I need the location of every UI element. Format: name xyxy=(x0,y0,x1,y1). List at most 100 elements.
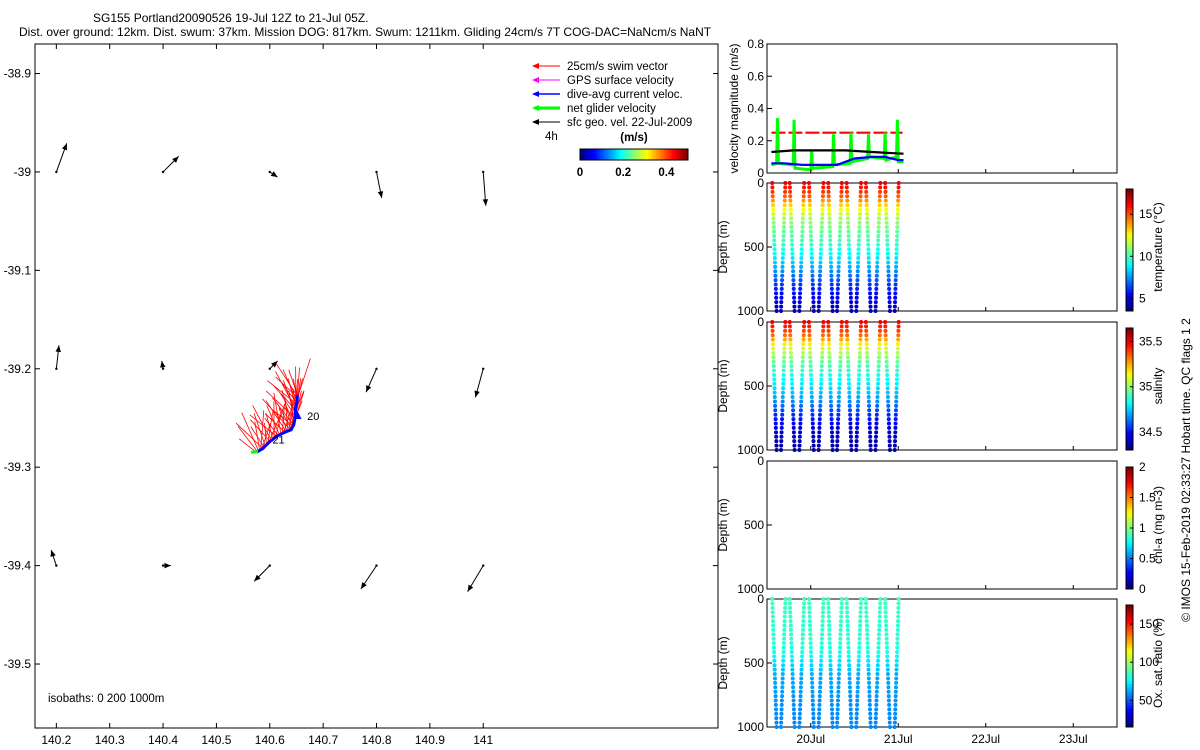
section-colorbar-swatch xyxy=(1126,301,1133,306)
section-data-point xyxy=(816,309,821,313)
section-data-point xyxy=(773,269,778,274)
section-data-point xyxy=(790,386,795,391)
section-data-point xyxy=(845,355,850,360)
section-data-point xyxy=(845,623,850,628)
section-data-point xyxy=(789,233,794,238)
section-data-point xyxy=(780,667,785,672)
section-data-point xyxy=(883,333,888,338)
section-colorbar-swatch xyxy=(1126,582,1133,587)
colorbar-swatch xyxy=(606,149,609,160)
section-data-point xyxy=(773,403,778,408)
section-data-point xyxy=(847,264,852,269)
section-data-point xyxy=(783,185,788,190)
section-data-point xyxy=(782,632,787,637)
section-data-point xyxy=(894,260,899,265)
section-colorbar-swatch xyxy=(1126,422,1133,427)
section-data-point xyxy=(838,220,843,225)
section-data-point xyxy=(779,304,784,309)
colorbar-swatch xyxy=(580,149,583,160)
section-data-point xyxy=(877,203,882,208)
section-data-point xyxy=(826,324,831,329)
section-colorbar-swatch xyxy=(1126,573,1133,578)
section-data-point xyxy=(781,654,786,659)
section-data-point xyxy=(883,194,888,199)
section-data-point xyxy=(810,698,815,703)
section-data-point xyxy=(876,216,881,221)
day-marker xyxy=(293,411,302,420)
geo-velocity-origin xyxy=(161,367,165,370)
section-data-point xyxy=(894,390,899,395)
section-data-point xyxy=(877,627,882,632)
section-data-point xyxy=(838,350,843,355)
section-data-point xyxy=(883,619,888,624)
section-data-point xyxy=(894,264,899,269)
section-data-point xyxy=(771,220,776,225)
section-data-point xyxy=(839,605,844,610)
section-colorbar-tick-label: 150 xyxy=(1139,617,1159,631)
section-data-point xyxy=(876,377,881,382)
section-data-point xyxy=(865,225,870,230)
section-y-tick-label: 500 xyxy=(744,379,764,393)
section-data-point xyxy=(800,372,805,377)
section-colorbar-swatch xyxy=(1126,446,1133,451)
section-data-point xyxy=(858,619,863,624)
section-colorbar-swatch xyxy=(1126,626,1133,630)
section-data-point xyxy=(868,443,873,448)
section-data-point xyxy=(895,372,900,377)
section-data-point xyxy=(875,381,880,386)
section-data-point xyxy=(802,185,807,190)
section-data-point xyxy=(866,654,871,659)
geo-velocity-origin xyxy=(161,170,165,174)
section-data-point xyxy=(801,619,806,624)
section-data-point xyxy=(798,430,803,435)
section-data-point xyxy=(894,672,899,677)
colorbar-swatch xyxy=(630,149,633,160)
legend-arrowhead xyxy=(532,77,539,83)
section-data-point xyxy=(771,632,776,637)
section-data-point xyxy=(781,364,786,369)
section-colorbar-swatch xyxy=(1126,271,1133,275)
section-colorbar-swatch xyxy=(1126,476,1133,480)
section-data-point xyxy=(844,320,849,324)
section-data-point xyxy=(848,434,853,439)
section-data-point xyxy=(780,260,785,265)
section-colorbar-swatch xyxy=(1126,213,1133,217)
section-data-point xyxy=(829,680,834,685)
section-data-point xyxy=(855,264,860,269)
section-colorbar-swatch xyxy=(1126,256,1133,260)
section-data-point xyxy=(773,689,778,694)
section-data-point xyxy=(857,350,862,355)
section-data-point xyxy=(839,320,844,324)
section-data-point xyxy=(835,286,840,291)
section-colorbar-swatch xyxy=(1126,467,1133,471)
section-data-point xyxy=(873,448,878,452)
section-data-point xyxy=(830,707,835,712)
section-data-point xyxy=(799,658,804,663)
section-data-point xyxy=(799,663,804,668)
section-data-point xyxy=(846,649,851,654)
section-x-tick-label: 20Jul xyxy=(796,732,825,746)
colorbar-swatch xyxy=(656,149,659,160)
section-data-point xyxy=(846,233,851,238)
section-data-point xyxy=(771,225,776,230)
section-data-point xyxy=(788,342,793,347)
geo-velocity-origin xyxy=(268,170,271,174)
section-data-point xyxy=(818,386,823,391)
section-data-point xyxy=(798,282,803,287)
section-data-point xyxy=(856,251,861,256)
section-data-point xyxy=(836,676,841,681)
section-colorbar-swatch xyxy=(1126,346,1133,350)
section-data-point xyxy=(837,368,842,373)
section-data-point xyxy=(855,421,860,426)
section-data-point xyxy=(807,342,812,347)
section-data-point xyxy=(792,443,797,448)
section-data-point xyxy=(807,189,812,194)
section-data-point xyxy=(821,320,826,324)
section-data-point xyxy=(865,350,870,355)
colorbar-swatch xyxy=(612,149,615,160)
section-data-point xyxy=(808,229,813,234)
section-data-point xyxy=(877,337,882,342)
section-data-point xyxy=(817,273,822,278)
section-data-point xyxy=(782,614,787,619)
section-data-point xyxy=(821,181,826,185)
